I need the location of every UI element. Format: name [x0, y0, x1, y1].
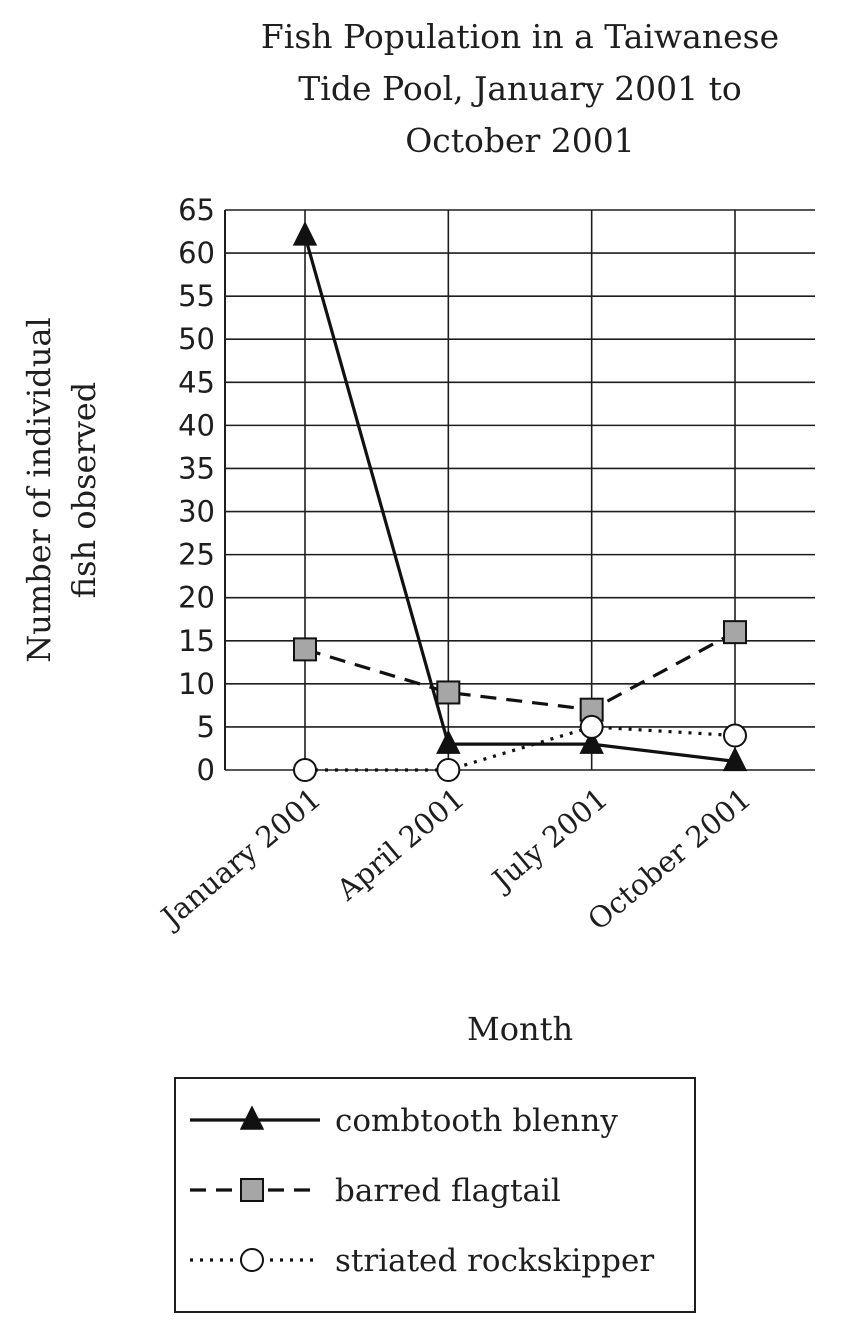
y-tick-label: 40: [178, 408, 215, 442]
y-tick-label: 5: [197, 710, 215, 744]
series-1: [293, 620, 747, 722]
y-tick-label: 10: [178, 667, 215, 701]
y-tick-label: 50: [178, 322, 215, 356]
y-axis-ticks: 0 5 10 15 20 25 30 35 40 45 50 55 60 65: [178, 193, 215, 787]
x-axis-title: Month: [467, 1010, 573, 1048]
data-point-marker: [293, 637, 317, 662]
chart-title-line-1: Fish Population in a Taiwanese: [261, 17, 779, 56]
data-point-marker: [436, 680, 461, 705]
y-tick-label: 45: [178, 365, 215, 399]
data-point-marker: [722, 746, 748, 772]
data-point-marker: [293, 758, 317, 782]
series-layer: [292, 221, 748, 782]
x-tick-label: July 2001: [484, 781, 615, 898]
chart-title: Fish Population in a Taiwanese Tide Pool…: [261, 17, 779, 160]
data-point-marker: [292, 221, 318, 246]
y-axis-title-line-2: fish observed: [65, 382, 103, 598]
y-tick-label: 55: [178, 279, 215, 313]
legend-label: barred flagtail: [335, 1173, 561, 1209]
data-point-marker: [579, 729, 604, 754]
data-point-marker: [436, 729, 461, 754]
series-line: [305, 725, 736, 772]
legend-marker: [240, 1248, 264, 1272]
x-tick-label: April 2001: [330, 781, 471, 907]
y-tick-label: 30: [178, 495, 215, 529]
data-point-marker: [436, 758, 461, 782]
legend-items: combtooth blenny barred flagtail striated …: [190, 1103, 654, 1279]
data-point-marker: [723, 723, 747, 748]
x-tick-label: January 2001: [153, 781, 328, 935]
y-tick-label: 35: [178, 451, 215, 485]
chart-title-line-2: Tide Pool, January 2001 to: [298, 69, 741, 108]
y-tick-label: 25: [178, 538, 215, 572]
y-tick-label: 65: [178, 193, 215, 227]
legend: combtooth blenny barred flagtail striated …: [174, 1077, 696, 1313]
gridlines: [224, 209, 815, 771]
legend-marker: [240, 1178, 264, 1202]
y-axis-title: Number of individual fish observed: [20, 317, 103, 662]
y-tick-label: 60: [178, 236, 215, 270]
series-2: [293, 714, 747, 782]
chart-title-line-3: October 2001: [405, 121, 635, 160]
data-point-marker: [579, 714, 604, 739]
legend-label: striated rockskipper: [335, 1243, 654, 1279]
series-line: [304, 630, 736, 712]
data-point-marker: [723, 620, 747, 645]
y-axis-title-line-1: Number of individual: [20, 317, 58, 662]
series-line: [303, 235, 736, 763]
legend-label: combtooth blenny: [335, 1103, 618, 1139]
legend-marker: [239, 1105, 265, 1130]
y-tick-label: 15: [178, 624, 215, 658]
y-tick-label: 20: [178, 581, 215, 615]
series-0: [292, 221, 748, 772]
y-tick-label: 0: [197, 753, 215, 787]
